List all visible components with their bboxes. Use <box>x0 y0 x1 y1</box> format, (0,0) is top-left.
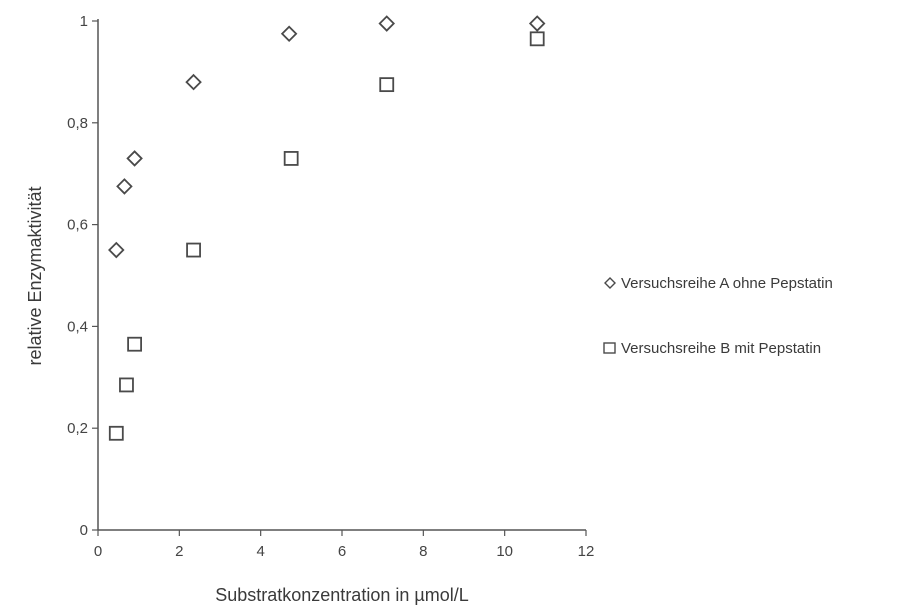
square-point <box>529 31 545 47</box>
x-tick-label: 8 <box>419 543 427 560</box>
x-tick-label: 10 <box>496 543 513 560</box>
y-tick-label: 0,8 <box>67 115 88 132</box>
square-point <box>186 242 201 258</box>
diamond-point <box>378 15 396 32</box>
x-tick-label: 12 <box>578 543 595 560</box>
y-axis-title: relative Enzymaktivität <box>25 186 45 365</box>
square-point <box>379 77 395 93</box>
square-point <box>119 377 134 393</box>
legend-square-marker <box>603 342 616 354</box>
x-tick-label: 2 <box>175 543 183 560</box>
diamond-point <box>116 178 133 195</box>
square-point <box>108 425 124 441</box>
x-tick-label: 0 <box>94 543 102 560</box>
axes <box>97 19 586 531</box>
square-point <box>283 151 299 166</box>
series-1 <box>108 15 546 259</box>
y-tick-label: 0 <box>80 522 88 539</box>
diamond-point <box>280 25 298 42</box>
x-axis-ticks: 0 2 4 6 8 10 12 <box>94 530 595 560</box>
x-tick-label: 4 <box>256 543 264 560</box>
diamond-point <box>108 241 125 259</box>
y-tick-label: 0,2 <box>67 420 88 437</box>
square-point <box>127 336 143 352</box>
legend-label: Versuchsreihe B mit Pepstatin <box>621 340 821 357</box>
y-tick-label: 0,6 <box>67 217 88 234</box>
diamond-point <box>126 150 143 167</box>
y-axis-ticks: 0 0,2 0,4 0,6 0,8 1 <box>67 13 98 539</box>
y-tick-label: 0,4 <box>67 318 88 335</box>
diamond-point <box>185 73 202 91</box>
legend: Versuchsreihe A ohne Pepstatin Versuchsre… <box>603 275 833 357</box>
legend-diamond-marker <box>604 277 616 289</box>
legend-label: Versuchsreihe A ohne Pepstatin <box>621 275 833 292</box>
diamond-point <box>528 15 546 32</box>
series-2 <box>108 31 545 441</box>
y-tick-label: 1 <box>80 13 88 30</box>
x-axis-title: Substratkonzentration in µmol/L <box>215 585 469 605</box>
x-tick-label: 6 <box>338 543 346 560</box>
data-points <box>108 15 546 441</box>
